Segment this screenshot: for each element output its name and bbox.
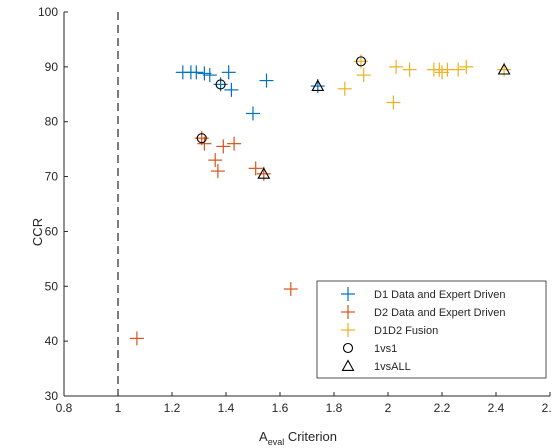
x-axis-title-rest: Criterion: [284, 429, 337, 444]
data-point: [356, 68, 371, 83]
data-point: [311, 79, 325, 92]
data-point: [435, 65, 449, 80]
data-point: [189, 65, 204, 80]
x-axis-title-subscript: eval: [268, 437, 285, 447]
x-tick-label: 1: [115, 401, 122, 415]
data-point: [337, 81, 352, 96]
series-4: [257, 62, 511, 179]
x-tick-label: 1.4: [218, 401, 235, 415]
data-point: [215, 79, 226, 90]
y-tick-label: 30: [45, 389, 59, 403]
legend-item: D2 Data and Expert Driven: [341, 305, 505, 319]
legend-item: 1vs1: [342, 342, 397, 355]
x-tick-label: 0.8: [56, 401, 73, 415]
data-point: [389, 59, 404, 74]
data-point: [257, 167, 271, 179]
data-point: [210, 164, 225, 179]
legend: D1 Data and Expert Driven D2 Data and Exp…: [316, 280, 547, 379]
legend-item: D1D2 Fusion: [341, 323, 438, 337]
x-axis-title: Aeval Criterion: [259, 429, 337, 447]
data-point: [402, 62, 417, 77]
legend-label: 1vsALL: [374, 361, 411, 373]
legend-label: 1vs1: [374, 343, 397, 355]
data-point: [386, 95, 401, 110]
data-point: [259, 73, 274, 88]
data-point: [497, 62, 511, 75]
x-tick-label: 1.2: [164, 401, 181, 415]
data-point: [283, 282, 298, 297]
data-marks: [129, 54, 512, 346]
y-tick-label: 100: [38, 5, 58, 19]
axes: 0.8 1 1.2 1.4 1.6 1.8 2 2.2 2.4 2.6 30 40 50 60 70 80 90…: [38, 5, 552, 415]
legend-marker: [341, 287, 355, 301]
data-point: [459, 59, 474, 74]
legend-label: D2 Data and Expert Driven: [374, 307, 505, 319]
x-tick-label: 1.8: [326, 401, 343, 415]
x-axis-title-main: A: [259, 429, 268, 444]
legend-box: [316, 280, 547, 379]
legend-marker: [341, 305, 355, 319]
y-tick-label: 70: [45, 170, 59, 184]
data-point: [197, 136, 212, 151]
data-point: [208, 153, 223, 168]
x-tick-label: 1.6: [272, 401, 289, 415]
data-point: [197, 66, 212, 81]
data-point: [221, 65, 236, 80]
data-point: [246, 106, 260, 121]
legend-item: D1 Data and Expert Driven: [341, 287, 505, 301]
y-tick-label: 60: [45, 224, 59, 238]
legend-marker: [341, 323, 355, 337]
data-point: [227, 136, 242, 151]
y-axis-title: CCR: [30, 218, 45, 246]
legend-marker: [341, 359, 355, 371]
data-point: [355, 56, 367, 67]
x-tick-label: 2: [385, 401, 392, 415]
data-point: [196, 133, 207, 144]
x-tick-label: 2.2: [434, 401, 451, 415]
legend-marker: [342, 342, 354, 354]
data-point: [224, 82, 239, 97]
series-3: [196, 56, 367, 144]
data-point: [216, 139, 231, 154]
y-tick-label: 50: [45, 279, 59, 293]
legend-item: 1vsALL: [341, 359, 411, 373]
x-tick-label: 2.4: [488, 401, 505, 415]
y-tick-label: 40: [45, 334, 59, 348]
data-point: [451, 62, 466, 77]
data-point: [248, 161, 263, 176]
legend-label: D1 Data and Expert Driven: [374, 289, 505, 301]
y-tick-label: 90: [45, 60, 59, 74]
x-tick-label: 2.6: [542, 401, 552, 415]
data-point: [129, 331, 144, 346]
data-point: [202, 68, 217, 83]
legend-label: D1D2 Fusion: [374, 325, 438, 337]
y-tick-label: 80: [45, 115, 59, 129]
